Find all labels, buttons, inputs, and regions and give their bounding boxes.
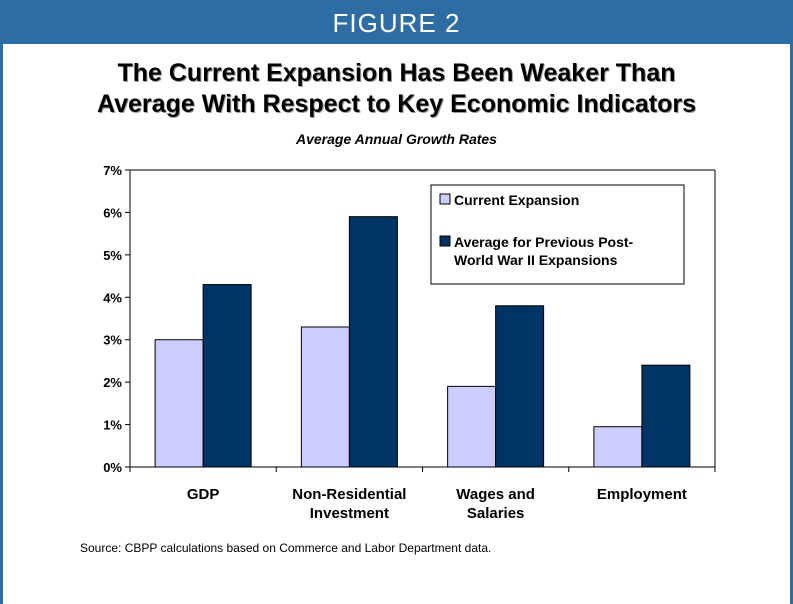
bar-current-expansion bbox=[155, 340, 203, 467]
bar-previous-average bbox=[203, 285, 251, 467]
chart-title: The Current Expansion Has Been Weaker Th… bbox=[0, 58, 793, 120]
legend-label: Current Expansion bbox=[454, 192, 579, 208]
y-tick-label: 1% bbox=[103, 418, 122, 433]
figure-header: FIGURE 2 bbox=[0, 0, 793, 44]
y-tick-label: 4% bbox=[103, 290, 122, 305]
chart-title-line-2: Average With Respect to Key Economic Ind… bbox=[0, 89, 793, 120]
y-tick-label: 6% bbox=[103, 205, 122, 220]
bar-current-expansion bbox=[448, 386, 496, 467]
source-note: Source: CBPP calculations based on Comme… bbox=[80, 541, 491, 555]
x-category-label: Non-Residential Investment bbox=[292, 486, 406, 522]
bar-chart: 0% 1% 2% 3% 4% 5% 6% 7% GDP Non-Residential Invest… bbox=[0, 155, 793, 535]
y-tick-label: 0% bbox=[103, 460, 122, 475]
x-category-label: Employment bbox=[597, 486, 687, 503]
chart-title-line-1: The Current Expansion Has Been Weaker Th… bbox=[0, 58, 793, 89]
y-tick-label: 2% bbox=[103, 375, 122, 390]
bar-previous-average bbox=[496, 306, 544, 467]
bar-previous-average bbox=[349, 217, 397, 467]
legend-swatch-current bbox=[440, 194, 450, 204]
bar-previous-average bbox=[642, 365, 690, 467]
y-tick-label: 5% bbox=[103, 248, 122, 263]
bar-current-expansion bbox=[594, 427, 642, 467]
bar-current-expansion bbox=[301, 327, 349, 467]
x-category-label: GDP bbox=[187, 486, 220, 503]
y-tick-label: 3% bbox=[103, 333, 122, 348]
x-category-label: Wages and Salaries bbox=[456, 486, 535, 522]
chart-subtitle: Average Annual Growth Rates bbox=[0, 131, 793, 147]
legend-swatch-previous bbox=[440, 236, 450, 246]
y-tick-label: 7% bbox=[103, 163, 122, 178]
